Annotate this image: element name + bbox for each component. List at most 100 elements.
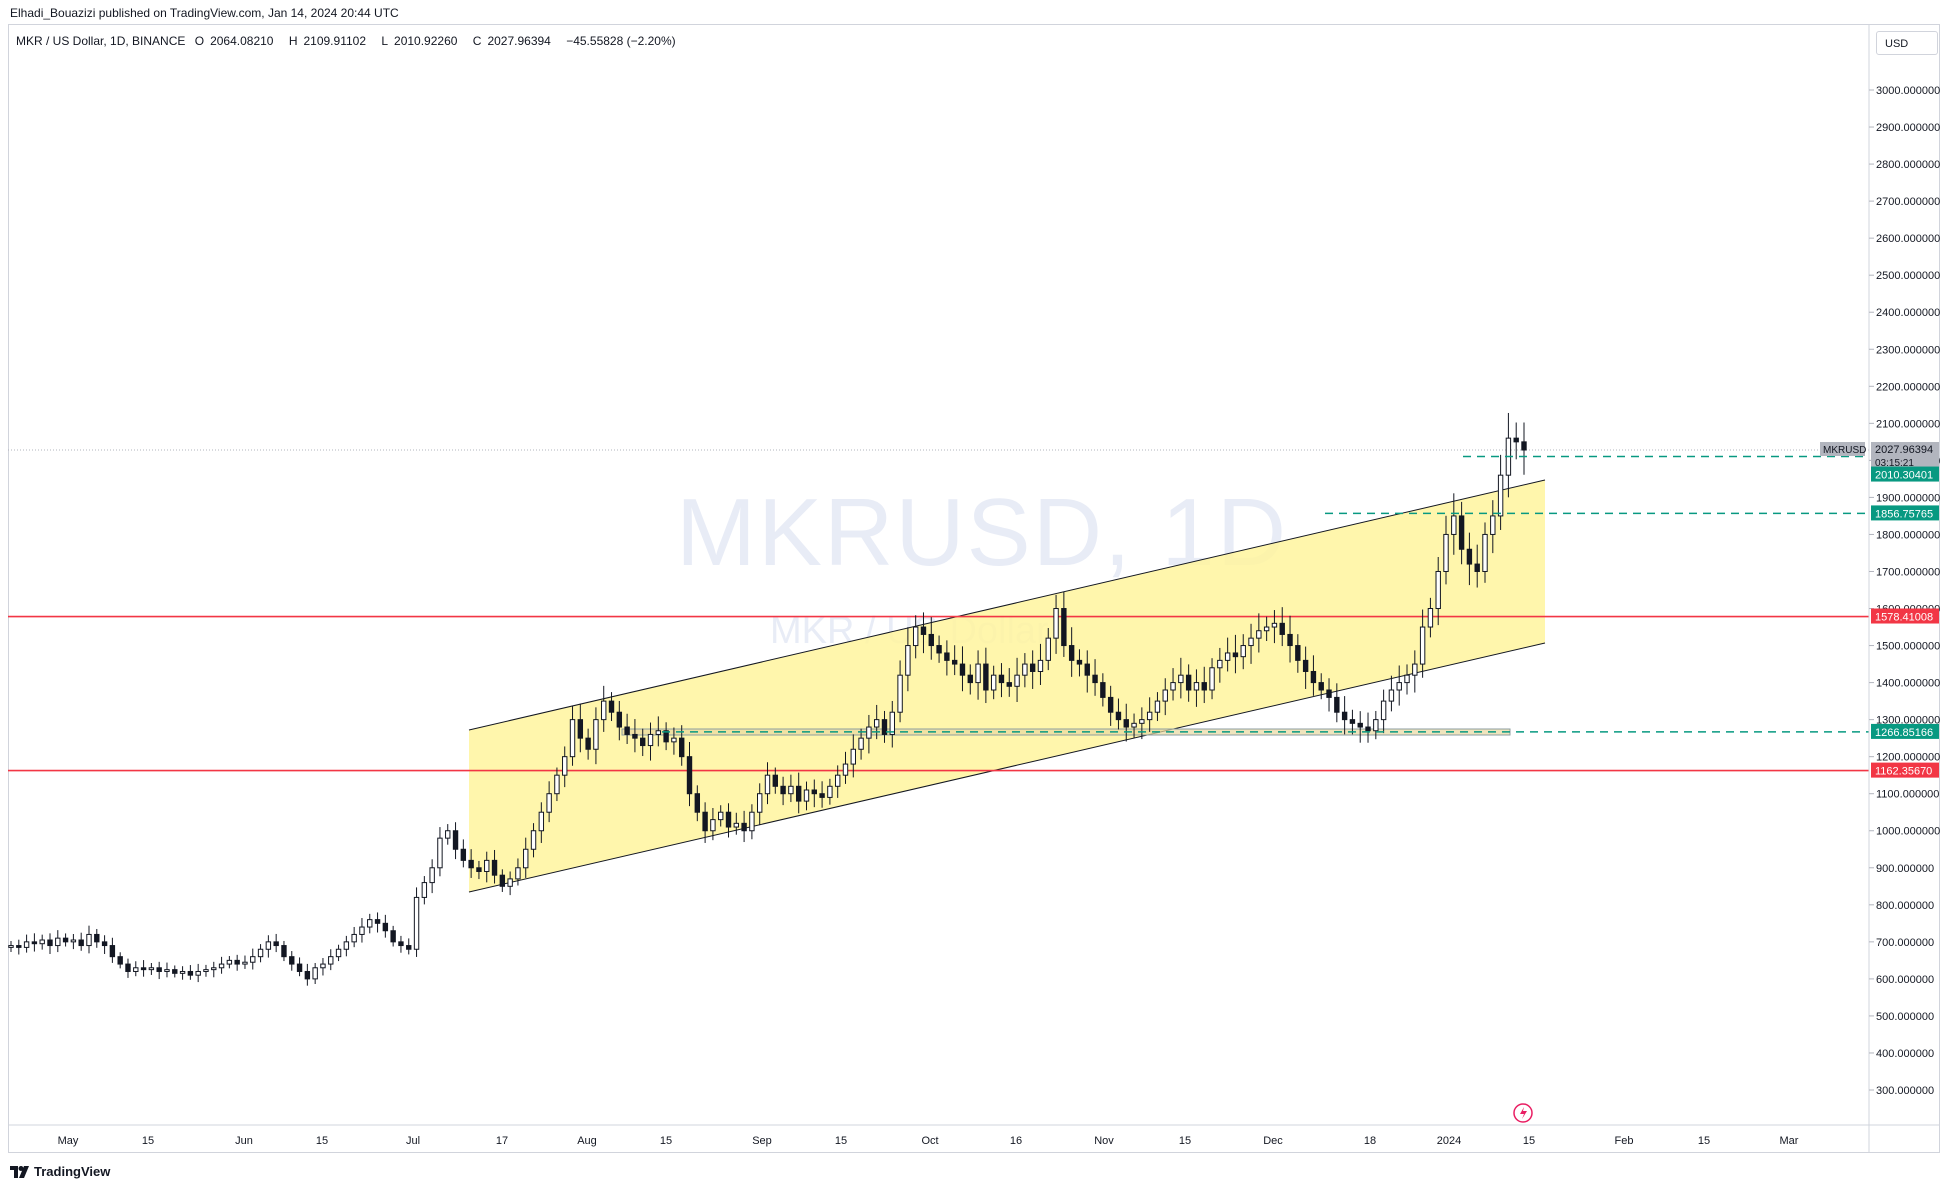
candle bbox=[476, 860, 482, 880]
candle-body-up bbox=[569, 719, 576, 758]
candle-body-down bbox=[62, 937, 69, 943]
legend-symbol[interactable]: MKR / US Dollar, 1D, BINANCE bbox=[16, 34, 186, 48]
candle bbox=[1388, 675, 1395, 712]
candle bbox=[749, 804, 755, 840]
candle bbox=[94, 928, 100, 948]
candle bbox=[1240, 634, 1246, 670]
candle-body-up bbox=[897, 674, 903, 713]
candle bbox=[250, 948, 256, 970]
candle-body-up bbox=[834, 774, 841, 787]
candle-body-down bbox=[1279, 622, 1285, 635]
candle bbox=[86, 925, 92, 954]
candle-body-up bbox=[8, 945, 14, 948]
candle bbox=[1419, 609, 1426, 678]
candle bbox=[335, 944, 342, 962]
time-tick-label: Jul bbox=[406, 1135, 420, 1147]
candle-body-up bbox=[601, 700, 607, 721]
candle bbox=[725, 803, 732, 838]
candle bbox=[273, 933, 279, 953]
candle bbox=[1092, 659, 1098, 696]
time-tick-label: 15 bbox=[660, 1135, 672, 1147]
candle-body-up bbox=[23, 941, 30, 948]
candle bbox=[1451, 493, 1457, 555]
candle bbox=[850, 734, 856, 778]
candle bbox=[195, 963, 201, 983]
candle-body-up bbox=[873, 719, 880, 728]
candle bbox=[226, 956, 233, 969]
candle-body-down bbox=[585, 737, 591, 750]
candle bbox=[1474, 544, 1480, 588]
candle-body-up bbox=[1427, 608, 1434, 628]
candle bbox=[148, 962, 155, 975]
candle-body-up bbox=[912, 626, 919, 647]
candle bbox=[1123, 703, 1129, 742]
candle bbox=[873, 704, 880, 740]
candle bbox=[1115, 698, 1122, 730]
time-tick-label: Oct bbox=[921, 1135, 938, 1147]
candle-body-up bbox=[1131, 722, 1137, 728]
price-tick-label: 1500.000000 bbox=[1876, 641, 1940, 653]
candle bbox=[788, 774, 794, 803]
candle bbox=[569, 706, 576, 766]
candle-body-up bbox=[133, 967, 139, 972]
candle-body-up bbox=[312, 967, 318, 980]
candle bbox=[1458, 501, 1465, 565]
candle-body-down bbox=[234, 959, 240, 965]
price-level-badge bbox=[1871, 505, 1939, 521]
candle-body-down bbox=[679, 737, 685, 758]
candle bbox=[1302, 646, 1309, 689]
candle-body-up bbox=[421, 882, 428, 898]
replay-icon-bolt bbox=[1520, 1107, 1527, 1119]
candle-body-up bbox=[1162, 689, 1168, 702]
candle bbox=[975, 650, 981, 700]
candle-body-up bbox=[1014, 674, 1020, 687]
candle bbox=[78, 932, 84, 951]
price-level-label: 1856.75765 bbox=[1875, 508, 1933, 520]
candle-body-up bbox=[1146, 711, 1153, 721]
candle bbox=[1107, 685, 1114, 726]
candle bbox=[39, 934, 45, 950]
candle bbox=[211, 961, 217, 978]
tradingview-logo[interactable]: TradingView bbox=[10, 1164, 110, 1179]
candle-body-down bbox=[1076, 659, 1083, 665]
candle-body-down bbox=[686, 756, 693, 795]
price-tick-label: 300.000000 bbox=[1876, 1085, 1934, 1097]
candle bbox=[686, 742, 693, 807]
price-tick-label: 700.000000 bbox=[1876, 937, 1934, 949]
candle bbox=[1404, 664, 1410, 695]
candle-body-down bbox=[1092, 674, 1098, 684]
candle-body-up bbox=[195, 970, 201, 976]
candle bbox=[780, 776, 786, 806]
candle bbox=[905, 627, 911, 692]
candle-body-down bbox=[1341, 711, 1348, 721]
candle bbox=[1310, 655, 1317, 696]
time-tick-label: 2024 bbox=[1437, 1135, 1461, 1147]
candle bbox=[1045, 628, 1051, 671]
candle bbox=[109, 937, 116, 963]
candle-body-down bbox=[31, 941, 38, 945]
candle bbox=[881, 710, 888, 743]
currency-unit-button[interactable]: USD bbox=[1876, 31, 1938, 55]
candle-body-down bbox=[1029, 663, 1036, 672]
candle bbox=[1513, 422, 1519, 460]
candle bbox=[757, 783, 763, 826]
price-tick-label: 2400.000000 bbox=[1876, 307, 1940, 319]
candle-body-up bbox=[351, 933, 357, 943]
candle-body-down bbox=[382, 922, 389, 932]
candle-body-up bbox=[710, 819, 716, 832]
candle bbox=[125, 958, 131, 978]
candle bbox=[179, 966, 186, 980]
candle bbox=[554, 767, 560, 802]
candle-body-down bbox=[78, 939, 84, 947]
candle-body-down bbox=[390, 930, 396, 943]
candle bbox=[1443, 515, 1449, 585]
price-tick-label: 2800.000000 bbox=[1876, 159, 1940, 171]
candle bbox=[390, 925, 396, 947]
candle-body-down bbox=[1513, 437, 1519, 443]
candle-body-down bbox=[608, 700, 615, 713]
price-tick-label: 1200.000000 bbox=[1876, 752, 1940, 764]
price-tick-label: 2200.000000 bbox=[1876, 381, 1940, 393]
candle-body-up bbox=[538, 811, 545, 832]
candle-body-up bbox=[39, 939, 45, 945]
